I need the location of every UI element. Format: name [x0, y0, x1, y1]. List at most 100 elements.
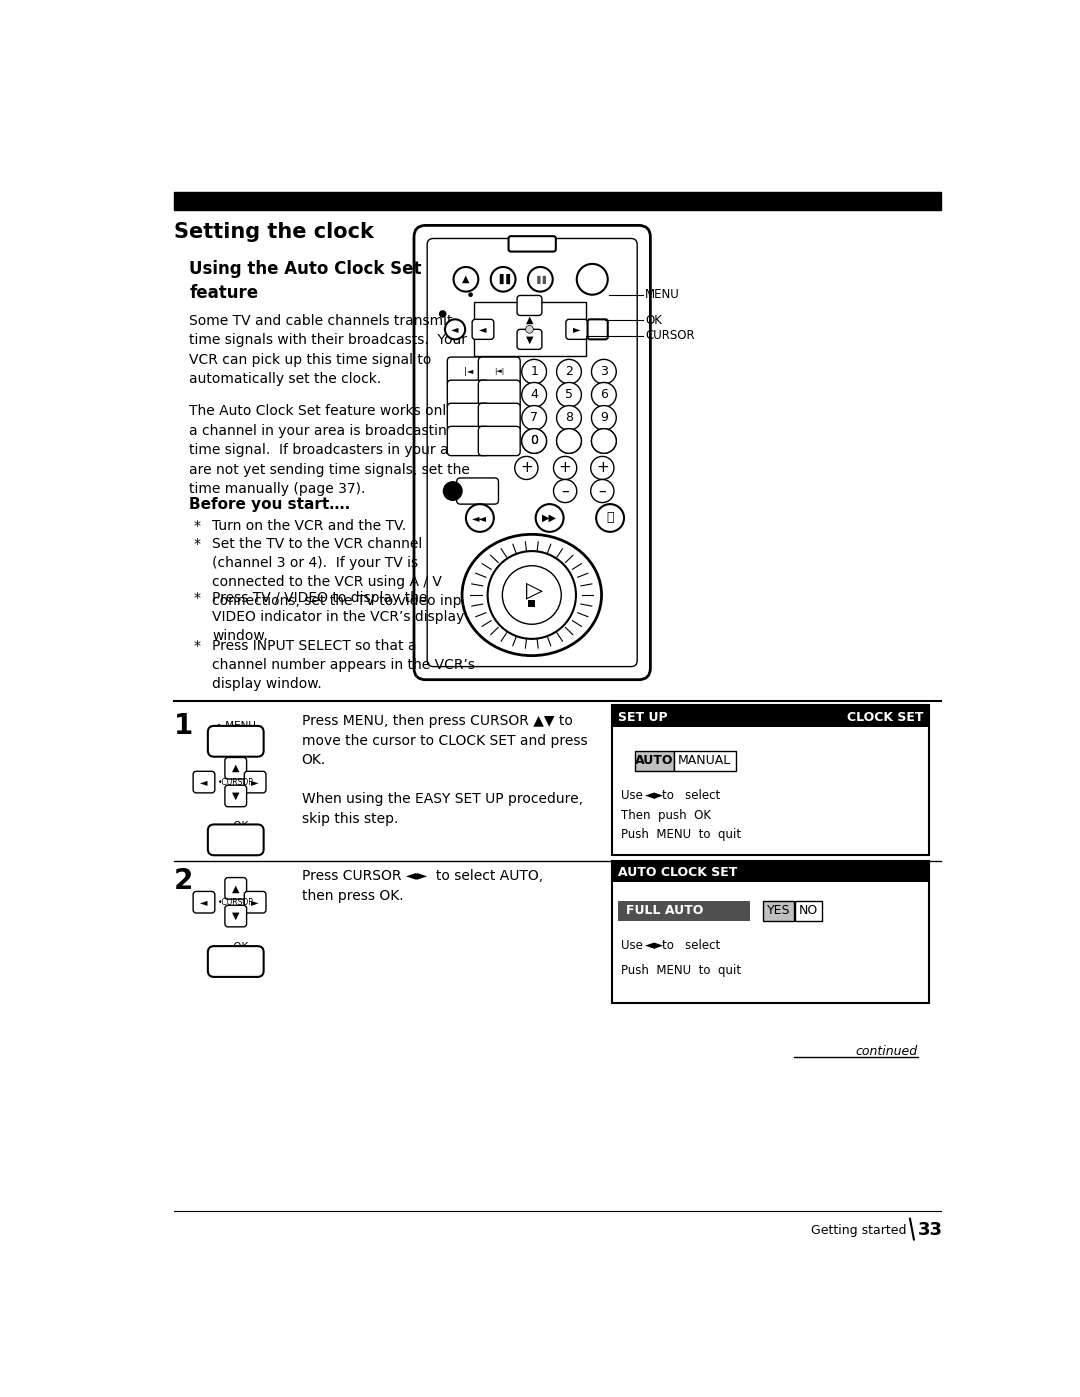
Text: MANUAL: MANUAL: [678, 754, 731, 767]
FancyBboxPatch shape: [428, 239, 637, 666]
Text: 1: 1: [530, 365, 538, 379]
Ellipse shape: [462, 535, 602, 655]
Text: ▼: ▼: [232, 911, 240, 921]
Text: ▐▐: ▐▐: [496, 274, 511, 285]
Text: +: +: [596, 461, 609, 475]
FancyBboxPatch shape: [225, 905, 246, 926]
FancyBboxPatch shape: [588, 320, 608, 339]
Text: ▼: ▼: [526, 334, 534, 344]
Text: 7: 7: [530, 411, 538, 425]
Text: FULL AUTO: FULL AUTO: [625, 904, 703, 918]
Text: *: *: [193, 591, 200, 605]
Text: ◄: ◄: [200, 777, 207, 787]
Circle shape: [522, 359, 546, 384]
Text: *: *: [193, 638, 200, 652]
FancyBboxPatch shape: [478, 358, 521, 387]
Circle shape: [577, 264, 608, 295]
Text: *: *: [193, 538, 200, 552]
Text: ►: ►: [252, 897, 259, 907]
Text: 9: 9: [599, 411, 608, 425]
FancyBboxPatch shape: [207, 726, 264, 757]
Text: 3: 3: [599, 365, 608, 379]
Text: Then  push  OK: Then push OK: [621, 809, 711, 821]
Text: to   select: to select: [662, 789, 720, 802]
Circle shape: [554, 479, 577, 503]
Text: Use: Use: [621, 789, 643, 802]
Circle shape: [556, 359, 581, 384]
Text: AUTO: AUTO: [635, 754, 674, 767]
Text: • OK: • OK: [224, 942, 248, 953]
Text: Before you start….: Before you start….: [189, 497, 351, 513]
Circle shape: [522, 429, 546, 453]
Circle shape: [536, 504, 564, 532]
Text: ▐▐: ▐▐: [534, 275, 546, 284]
Circle shape: [556, 429, 581, 453]
Circle shape: [522, 383, 546, 407]
Text: Turn on the VCR and the TV.: Turn on the VCR and the TV.: [213, 518, 407, 532]
Bar: [795, 901, 823, 921]
Circle shape: [522, 405, 546, 430]
FancyBboxPatch shape: [244, 891, 266, 914]
Text: to   select: to select: [662, 939, 720, 951]
Text: Set the TV to the VCR channel
(channel 3 or 4).  If your TV is
connected to the : Set the TV to the VCR channel (channel 3…: [213, 538, 481, 608]
FancyBboxPatch shape: [517, 330, 542, 349]
Circle shape: [440, 312, 446, 317]
Text: –: –: [598, 483, 606, 499]
Text: Press CURSOR ◄►  to select AUTO,
then press OK.: Press CURSOR ◄► to select AUTO, then pre…: [301, 869, 543, 902]
Circle shape: [556, 405, 581, 430]
Bar: [762, 901, 794, 921]
Text: • MENU: • MENU: [216, 721, 256, 731]
Text: 5: 5: [565, 388, 573, 401]
Text: 0: 0: [530, 434, 538, 447]
Circle shape: [592, 429, 617, 453]
Text: ◄►: ◄►: [645, 789, 664, 802]
FancyBboxPatch shape: [478, 404, 521, 433]
FancyArrowPatch shape: [213, 778, 221, 785]
Text: ▼: ▼: [232, 791, 240, 800]
FancyBboxPatch shape: [193, 771, 215, 793]
FancyBboxPatch shape: [447, 380, 489, 409]
Circle shape: [444, 482, 462, 500]
Text: Getting started: Getting started: [811, 1224, 906, 1236]
Text: ▲: ▲: [462, 274, 470, 284]
Text: AUTO CLOCK SET: AUTO CLOCK SET: [618, 866, 738, 880]
Text: MENU: MENU: [645, 288, 679, 302]
Circle shape: [592, 405, 617, 430]
FancyBboxPatch shape: [207, 824, 264, 855]
Circle shape: [596, 504, 624, 532]
Text: ▲: ▲: [232, 763, 240, 774]
Circle shape: [528, 267, 553, 292]
Bar: [611, 861, 930, 882]
FancyBboxPatch shape: [225, 877, 246, 900]
FancyBboxPatch shape: [447, 404, 489, 433]
Bar: [611, 705, 930, 855]
Circle shape: [445, 320, 465, 339]
Text: •CURSOR: •CURSOR: [217, 898, 254, 907]
Text: 0: 0: [530, 434, 538, 447]
Bar: [528, 601, 535, 608]
Text: 1: 1: [174, 712, 193, 740]
Bar: [618, 901, 750, 921]
Text: Press INPUT SELECT so that a
channel number appears in the VCR’s
display window.: Press INPUT SELECT so that a channel num…: [213, 638, 475, 690]
FancyBboxPatch shape: [244, 771, 266, 793]
Text: –: –: [562, 483, 569, 499]
Circle shape: [592, 429, 617, 453]
Text: ◄: ◄: [480, 324, 487, 334]
FancyBboxPatch shape: [509, 236, 556, 251]
FancyBboxPatch shape: [193, 891, 215, 914]
Text: ◄►: ◄►: [645, 939, 664, 951]
FancyBboxPatch shape: [207, 946, 264, 977]
FancyBboxPatch shape: [472, 320, 494, 339]
Text: SET UP: SET UP: [618, 711, 667, 724]
FancyBboxPatch shape: [478, 426, 521, 455]
Text: 33: 33: [918, 1221, 943, 1239]
Circle shape: [554, 457, 577, 479]
Text: +: +: [519, 461, 532, 475]
Circle shape: [465, 504, 494, 532]
Text: 6: 6: [599, 388, 608, 401]
Text: • OK: • OK: [224, 820, 248, 831]
FancyBboxPatch shape: [225, 785, 246, 806]
FancyBboxPatch shape: [447, 426, 489, 455]
Circle shape: [556, 429, 581, 453]
Text: +: +: [558, 461, 571, 475]
